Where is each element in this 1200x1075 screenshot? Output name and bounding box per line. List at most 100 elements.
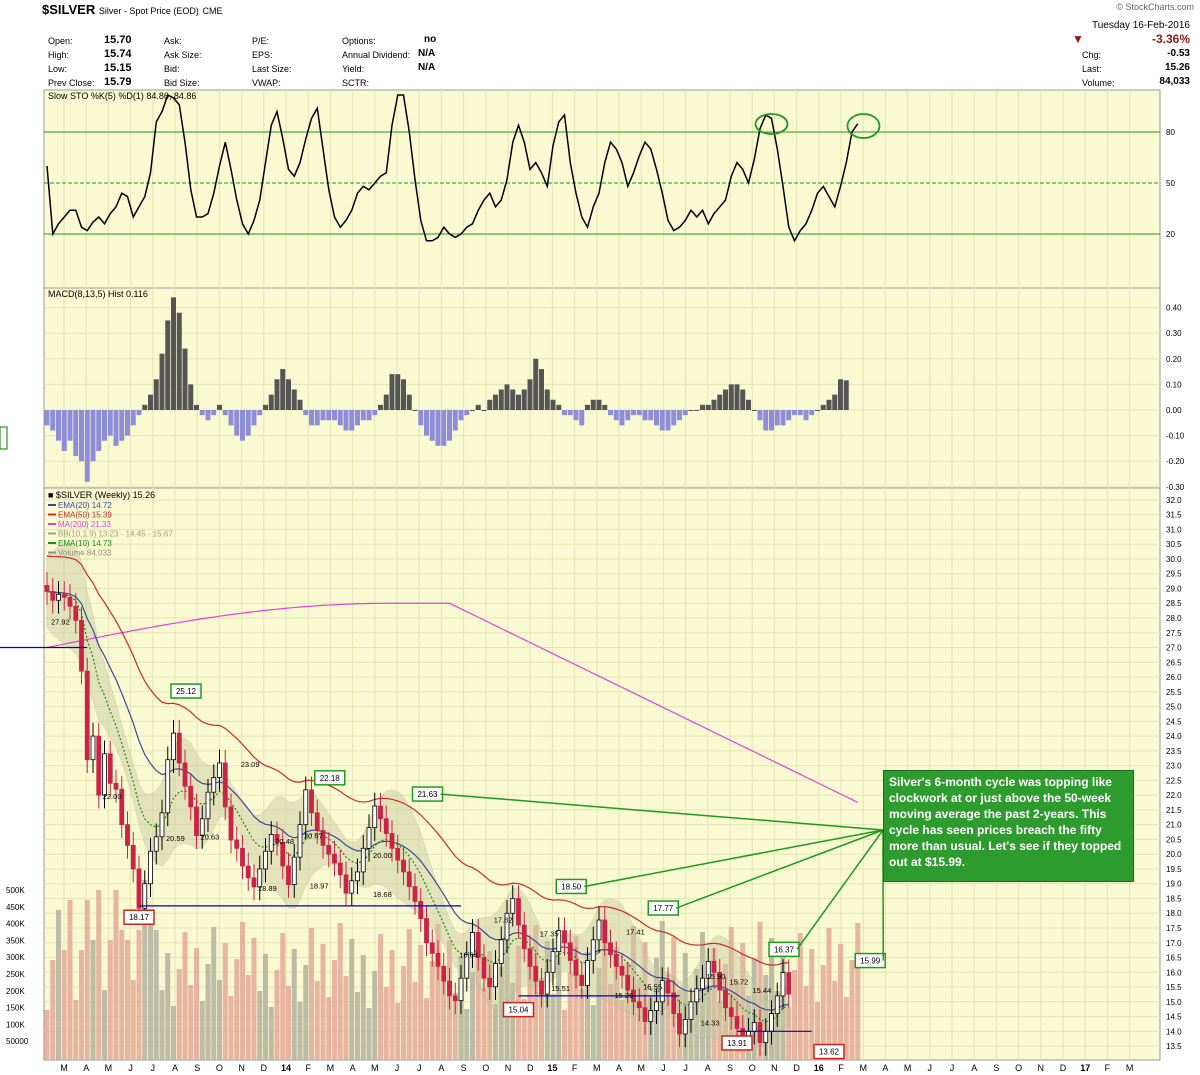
volume-bar — [320, 944, 326, 1060]
macd-hist-bar — [372, 410, 378, 416]
volume-bar — [481, 988, 487, 1060]
price-y-tick: 28.5 — [1166, 599, 1182, 608]
candle-body — [424, 918, 429, 944]
sto-y-tick: 80 — [1166, 128, 1175, 137]
volume-bar — [585, 952, 590, 1060]
price-y-tick: 31.0 — [1166, 525, 1182, 534]
trough-label-box — [721, 1035, 753, 1051]
macd-hist-bar — [803, 410, 809, 421]
pointer-line — [796, 829, 884, 950]
macd-hist-bar — [608, 410, 613, 416]
macd-y-tick: 0.10 — [1166, 380, 1182, 389]
macd-hist-bar — [740, 389, 746, 410]
macd-hist-bar — [274, 379, 280, 410]
x-tick-label: A — [971, 1063, 977, 1073]
macd-legend: MACD(8,13,5) Hist 0.116 — [48, 289, 148, 299]
chart-title: $SILVER Silver - Spot Price (EOD) CME — [42, 2, 223, 17]
macd-hist-bar — [84, 410, 90, 482]
macd-hist-bar — [677, 410, 682, 421]
volume-bar — [194, 948, 199, 1060]
candle-body — [211, 777, 217, 793]
candle-body — [314, 812, 320, 831]
candle-body — [268, 834, 274, 852]
price-point-label: 15.72 — [730, 978, 749, 987]
x-tick-label: M — [371, 1063, 379, 1073]
candle-body — [665, 980, 671, 994]
candle-body — [723, 989, 728, 1009]
volume-y-tick: 450K — [6, 903, 25, 912]
ma200-line — [46, 602, 859, 803]
macd-hist-bar — [435, 410, 441, 446]
x-tick-label: J — [395, 1063, 400, 1073]
candle-body — [142, 883, 148, 909]
volume-bar — [556, 957, 562, 1060]
down-arrow-icon: ▼ — [1072, 32, 1084, 46]
volume-bar — [165, 953, 171, 1060]
price-point-label: 20.67 — [304, 831, 323, 840]
price-y-tick: 14.5 — [1166, 1013, 1182, 1022]
candle-body — [148, 850, 153, 885]
macd-hist-bar — [240, 410, 245, 441]
candle-body — [401, 859, 406, 873]
macd-hist-bar — [550, 399, 556, 410]
sto-y-tick: 50 — [1166, 179, 1175, 188]
candle-body — [711, 960, 717, 973]
price-y-tick: 19.5 — [1166, 865, 1182, 874]
volume-bar — [61, 950, 67, 1060]
volume-bar — [855, 923, 861, 1060]
price-y-tick: 13.5 — [1166, 1042, 1182, 1051]
volume-bar — [838, 944, 843, 1060]
exchange: CME — [202, 6, 223, 16]
x-tick-label: S — [993, 1063, 999, 1073]
candle-body — [130, 844, 136, 870]
volume-bar — [268, 1007, 274, 1060]
macd-hist-bar — [67, 410, 73, 441]
volume-y-tick: 50000 — [6, 1037, 29, 1046]
candle-body — [544, 971, 550, 995]
sto-y-tick: 20 — [1166, 230, 1175, 239]
candle-body — [182, 762, 188, 787]
sctr-label: SCTR: — [342, 78, 369, 88]
candle-body — [504, 912, 510, 941]
volume-bar — [757, 922, 763, 1060]
macd-hist-bar — [498, 389, 504, 410]
candle-body — [326, 844, 332, 855]
price-point-label: 15.26 — [615, 991, 634, 1000]
macd-hist-bar — [119, 410, 125, 441]
candle-body — [608, 942, 613, 955]
macd-hist-bar — [107, 410, 113, 436]
macd-hist-bar — [590, 399, 596, 410]
x-tick-label: M — [593, 1063, 601, 1073]
macd-hist-bar — [406, 394, 412, 410]
price-legend: ■ $SILVER (Weekly) 15.26 — [48, 490, 155, 500]
candle-body — [769, 1013, 774, 1032]
trough-label-box — [502, 1001, 535, 1018]
candle-body — [464, 954, 470, 979]
candle-body — [516, 898, 521, 926]
macd-hist-bar — [579, 410, 585, 426]
volume-bar — [613, 947, 619, 1060]
price-y-tick: 29.5 — [1166, 570, 1182, 579]
candle-body — [728, 1007, 734, 1017]
edge-marker — [0, 426, 8, 450]
ema50-line — [46, 555, 789, 966]
price-y-tick: 25.0 — [1166, 703, 1182, 712]
candle-body — [102, 753, 107, 796]
volume-bar — [56, 910, 61, 1060]
volume-bar — [182, 932, 188, 1060]
candle-body — [786, 972, 792, 995]
volume-bar — [217, 980, 222, 1060]
x-tick-label: M — [904, 1063, 912, 1073]
volume-bar — [815, 1002, 820, 1060]
sto-peak-circle — [846, 113, 881, 139]
macd-hist-bar — [205, 410, 211, 421]
candle-body — [654, 1001, 659, 1012]
volume-bar — [240, 922, 245, 1060]
candle-body — [412, 886, 418, 902]
peak-label: 16.37 — [774, 945, 795, 954]
macd-hist-bar — [838, 379, 843, 410]
macd-hist-bar — [90, 410, 96, 462]
volume-bar — [608, 984, 613, 1060]
volume-bar — [395, 1003, 401, 1060]
x-tick-label: A — [705, 1063, 711, 1073]
